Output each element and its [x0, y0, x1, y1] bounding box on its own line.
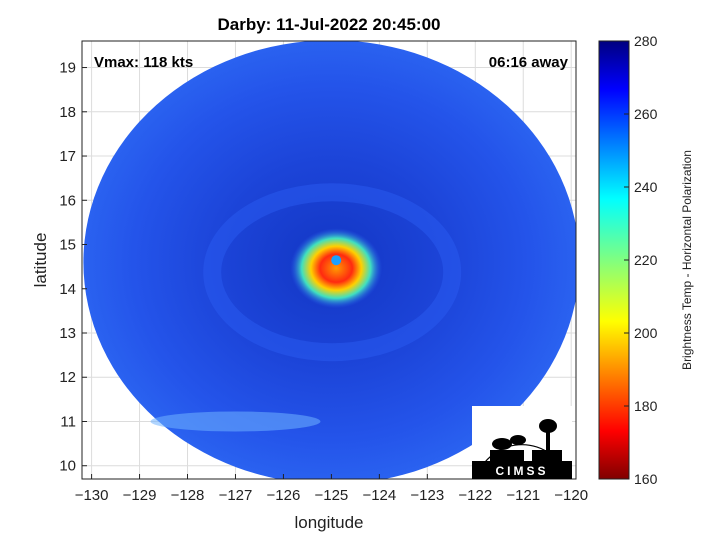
- building-icon: [490, 450, 524, 461]
- colorbar-tick-label: 180: [634, 398, 658, 414]
- x-tick-label: −130: [75, 487, 109, 504]
- x-tick-label: −124: [362, 487, 396, 504]
- x-axis-ticks: −130 −129 −128 −127 −126 −125 −124 −123 −122 −121…: [75, 474, 588, 504]
- colorbar-tick-label: 220: [634, 252, 658, 268]
- y-axis-ticks: 10 11 12 13 14 15 16 17 18 19: [59, 60, 87, 475]
- vmax-label: Vmax: 118 kts: [94, 54, 193, 71]
- x-tick-label: −120: [554, 487, 588, 504]
- logo-text: CIMSS: [495, 464, 548, 478]
- map-plot: −130 −129 −128 −127 −126 −125 −124 −123 −122 −121…: [59, 40, 588, 504]
- y-tick-label: 11: [60, 413, 76, 430]
- eyewall-ring: [290, 228, 383, 309]
- x-tick-label: −129: [123, 487, 157, 504]
- colorbar-tick-label: 240: [634, 179, 658, 195]
- building-icon: [532, 450, 562, 461]
- x-tick-label: −123: [410, 487, 444, 504]
- cimss-logo: CIMSS: [472, 406, 572, 480]
- y-tick-label: 19: [59, 60, 76, 77]
- y-tick-label: 14: [59, 281, 76, 298]
- x-tick-label: −122: [458, 487, 492, 504]
- y-tick-label: 17: [59, 148, 76, 165]
- y-axis-label: latitude: [31, 233, 50, 288]
- satellite-dish-icon: [492, 438, 512, 450]
- cloud-band: [150, 411, 321, 432]
- satellite-dish-icon: [510, 435, 526, 445]
- rainband: [203, 183, 462, 362]
- colorbar-tick-label: 160: [634, 471, 658, 487]
- y-tick-label: 16: [59, 192, 76, 209]
- y-tick-label: 13: [59, 325, 76, 342]
- x-tick-label: −128: [171, 487, 205, 504]
- x-tick-label: −121: [506, 487, 540, 504]
- time-away-label: 06:16 away: [489, 54, 569, 71]
- x-tick-label: −126: [267, 487, 301, 504]
- y-tick-label: 18: [59, 104, 76, 121]
- colorbar-tick-label: 280: [634, 33, 658, 49]
- water-tower-icon: [539, 419, 557, 433]
- x-tick-label: −127: [219, 487, 253, 504]
- colorbar-label: Brightness Temp - Horizontal Polarizatio…: [680, 150, 694, 370]
- plot-title: Darby: 11-Jul-2022 20:45:00: [217, 15, 440, 34]
- x-axis-label: longitude: [294, 513, 363, 532]
- tower-icon: [546, 426, 550, 461]
- y-tick-label: 10: [59, 458, 76, 475]
- y-tick-label: 12: [59, 369, 76, 386]
- colorbar-tick-label: 260: [634, 106, 658, 122]
- colorbar-ticks: 160 180 200 220 240 260 280: [624, 33, 658, 487]
- colorbar: 160 180 200 220 240 260 280 Brightness Temp - …: [598, 33, 694, 487]
- hurricane-eye: [331, 255, 342, 266]
- x-tick-label: −125: [314, 487, 348, 504]
- y-tick-label: 15: [59, 237, 76, 254]
- colorbar-tick-label: 200: [634, 325, 658, 341]
